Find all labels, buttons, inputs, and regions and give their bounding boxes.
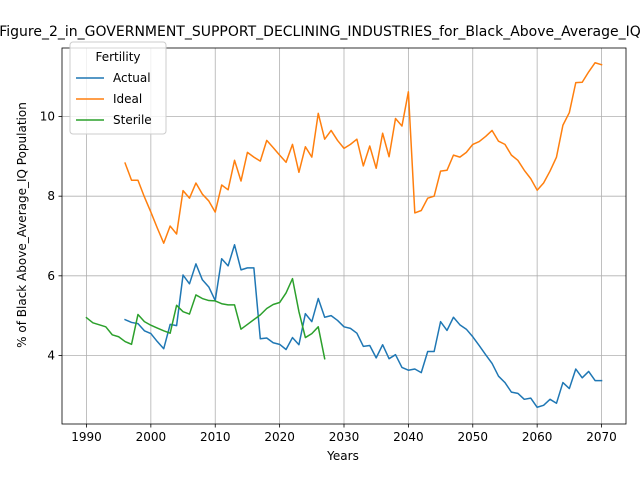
x-tick-label: 1990 xyxy=(71,430,102,444)
y-tick-label: 6 xyxy=(47,269,55,283)
legend-entries: Actual Ideal Sterile xyxy=(76,71,152,127)
y-axis-label: % of Black Above_Average_IQ Population xyxy=(15,102,29,348)
x-tick-label: 2050 xyxy=(457,430,488,444)
x-tick-label: 2070 xyxy=(586,430,617,444)
x-tick-label: 2010 xyxy=(200,430,231,444)
series-lines xyxy=(85,61,603,409)
x-tick-label: 2020 xyxy=(264,430,295,444)
chart-title: Figure_2_in_GOVERNMENT_SUPPORT_DECLINING… xyxy=(0,24,640,40)
y-tick-label: 8 xyxy=(47,189,55,203)
legend-label-sterile: Sterile xyxy=(113,113,152,127)
grid xyxy=(62,48,626,424)
x-tick-label: 2030 xyxy=(329,430,360,444)
y-tick-label: 4 xyxy=(47,348,55,362)
x-tick-label: 2040 xyxy=(393,430,424,444)
x-tick-label: 2060 xyxy=(522,430,553,444)
y-tick-label: 10 xyxy=(40,110,55,124)
legend-title: Fertility xyxy=(95,50,140,64)
axis-ticks: 1990 2000 2010 2020 2030 2040 2050 2060 2070 4 6 8 1… xyxy=(40,110,617,444)
legend: Fertility Actual Ideal Sterile xyxy=(69,41,167,135)
x-tick-label: 2000 xyxy=(136,430,167,444)
series-line-ideal xyxy=(124,61,603,244)
series-line-actual xyxy=(124,244,603,409)
legend-label-actual: Actual xyxy=(113,71,151,85)
legend-label-ideal: Ideal xyxy=(113,92,142,106)
series-line-sterile xyxy=(85,277,326,360)
legend-box xyxy=(69,41,167,135)
x-axis-label: Years xyxy=(326,449,359,463)
